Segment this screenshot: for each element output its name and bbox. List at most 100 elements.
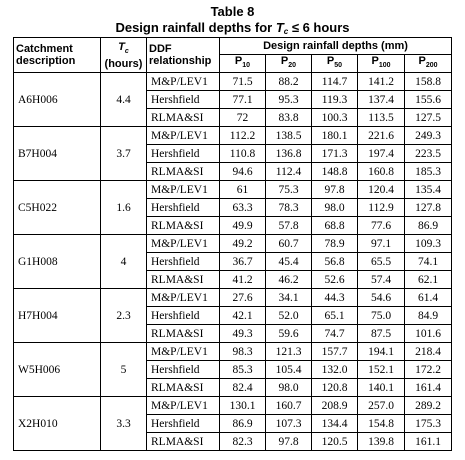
ddf-cell: RLMA&SI <box>146 162 220 181</box>
ddf-cell: Hershfield <box>146 90 220 109</box>
catchment-cell: W5H006 <box>13 342 101 397</box>
tc-cell: 1.6 <box>100 180 147 235</box>
depth-cell: 257.0 <box>357 396 405 415</box>
ddf-cell: RLMA&SI <box>146 378 220 397</box>
depth-cell: 101.6 <box>404 324 452 343</box>
ddf-cell: M&P/LEV1 <box>146 126 220 145</box>
depth-cell: 127.8 <box>404 198 452 217</box>
header-p-200: P200 <box>404 54 452 73</box>
depth-cell: 121.3 <box>265 342 312 361</box>
tc-cell: 4.4 <box>100 72 147 127</box>
ddf-cell: Hershfield <box>146 198 220 217</box>
depth-cell: 134.4 <box>311 414 358 433</box>
tc-cell: 3.3 <box>100 396 147 451</box>
p-subscript: 20 <box>288 62 297 69</box>
depth-cell: 56.8 <box>311 252 358 271</box>
depth-cell: 61.4 <box>404 288 452 307</box>
tc-cell: 3.7 <box>100 126 147 181</box>
table-row: W5H006 5 M&P/LEV1 98.3 121.3 157.7 194.1 218.4 <box>13 342 452 397</box>
depth-cell: 120.4 <box>357 180 405 199</box>
depth-cell: 85.3 <box>219 360 266 379</box>
ddf-cell: M&P/LEV1 <box>146 234 220 253</box>
depth-cell: 59.6 <box>265 324 312 343</box>
depth-cell: 63.3 <box>219 198 266 217</box>
depth-cell: 161.4 <box>404 378 452 397</box>
catchment-cell: X2H010 <box>13 396 101 451</box>
rainfall-table: Catchment description Tc (hours) DDF rela… <box>13 37 452 451</box>
p-subscript: 200 <box>425 62 438 69</box>
depth-cell: 94.6 <box>219 162 266 181</box>
catchment-cell: C5H022 <box>13 180 101 235</box>
depth-cell: 36.7 <box>219 252 266 271</box>
depth-cell: 120.5 <box>311 432 358 451</box>
depth-cell: 68.8 <box>311 216 358 235</box>
depth-cell: 136.8 <box>265 144 312 163</box>
header-tc-unit: (hours) <box>104 57 143 70</box>
depth-cell: 44.3 <box>311 288 358 307</box>
table-row: Hershfield 86.9 107.3 134.4 154.8 175.3 <box>14 414 452 433</box>
depth-cell: 140.1 <box>357 378 405 397</box>
table-caption: Table 8 <box>210 4 255 19</box>
tc-cell: 2.3 <box>100 288 147 343</box>
depth-cell: 141.2 <box>357 72 405 91</box>
depth-cell: 105.4 <box>265 360 312 379</box>
catchment-cell: G1H008 <box>13 234 101 289</box>
p-subscript: 50 <box>334 62 343 69</box>
ddf-cell: M&P/LEV1 <box>146 396 220 415</box>
title-suffix: ≤ 6 hours <box>288 20 350 35</box>
depth-cell: 95.3 <box>265 90 312 109</box>
table-row: A6H006 4.4 M&P/LEV1 71.5 88.2 114.7 141.2 158.8 <box>13 72 452 127</box>
depth-cell: 88.2 <box>265 72 312 91</box>
depth-cell: 161.1 <box>404 432 452 451</box>
depth-cell: 82.3 <box>219 432 266 451</box>
p-letter: P <box>371 55 379 67</box>
ddf-cell: Hershfield <box>146 306 220 325</box>
depth-cell: 249.3 <box>404 126 452 145</box>
ddf-cell: Hershfield <box>146 144 220 163</box>
ddf-cell: M&P/LEV1 <box>146 288 220 307</box>
header-p-10: P10 <box>219 54 266 73</box>
depth-cell: 65.1 <box>311 306 358 325</box>
ddf-cell: Hershfield <box>146 360 220 379</box>
depth-cell: 62.1 <box>404 270 452 289</box>
depth-cell: 72 <box>219 108 266 127</box>
depth-cell: 119.3 <box>311 90 358 109</box>
depth-cell: 218.4 <box>404 342 452 361</box>
depth-cell: 60.7 <box>265 234 312 253</box>
depth-cell: 208.9 <box>311 396 358 415</box>
depth-cell: 54.6 <box>357 288 405 307</box>
depth-cell: 74.7 <box>311 324 358 343</box>
ddf-cell: M&P/LEV1 <box>146 72 220 91</box>
depth-cell: 61 <box>219 180 266 199</box>
header-depths: Design rainfall depths (mm) <box>219 37 452 55</box>
depth-cell: 107.3 <box>265 414 312 433</box>
depth-cell: 148.8 <box>311 162 358 181</box>
depth-cell: 97.8 <box>265 432 312 451</box>
p-subscript: 100 <box>378 62 391 69</box>
depth-cell: 97.1 <box>357 234 405 253</box>
depth-cell: 52.0 <box>265 306 312 325</box>
table-row: Hershfield 110.8 136.8 171.3 197.4 223.5 <box>14 144 452 163</box>
depth-cell: 42.1 <box>219 306 266 325</box>
table-title: Design rainfall depths for Tc ≤ 6 hours <box>0 20 465 39</box>
depth-cell: 155.6 <box>404 90 452 109</box>
depth-cell: 78.9 <box>311 234 358 253</box>
depth-cell: 98.0 <box>265 378 312 397</box>
table-row: Hershfield 77.1 95.3 119.3 137.4 155.6 <box>14 90 452 109</box>
depth-cell: 57.8 <box>265 216 312 235</box>
table-row: RLMA&SI 49.3 59.6 74.7 87.5 101.6 <box>14 324 452 343</box>
ddf-cell: Hershfield <box>146 414 220 433</box>
header-catchment: Catchment description <box>13 37 101 73</box>
depth-cell: 74.1 <box>404 252 452 271</box>
depth-cell: 152.1 <box>357 360 405 379</box>
depth-cell: 84.9 <box>404 306 452 325</box>
table-row: RLMA&SI 49.9 57.8 68.8 77.6 86.9 <box>14 216 452 235</box>
catchment-cell: B7H004 <box>13 126 101 181</box>
depth-cell: 157.7 <box>311 342 358 361</box>
ddf-cell: RLMA&SI <box>146 324 220 343</box>
depth-cell: 172.2 <box>404 360 452 379</box>
tc-cell: 4 <box>100 234 147 289</box>
header-p-20: P20 <box>265 54 312 73</box>
depth-cell: 82.4 <box>219 378 266 397</box>
